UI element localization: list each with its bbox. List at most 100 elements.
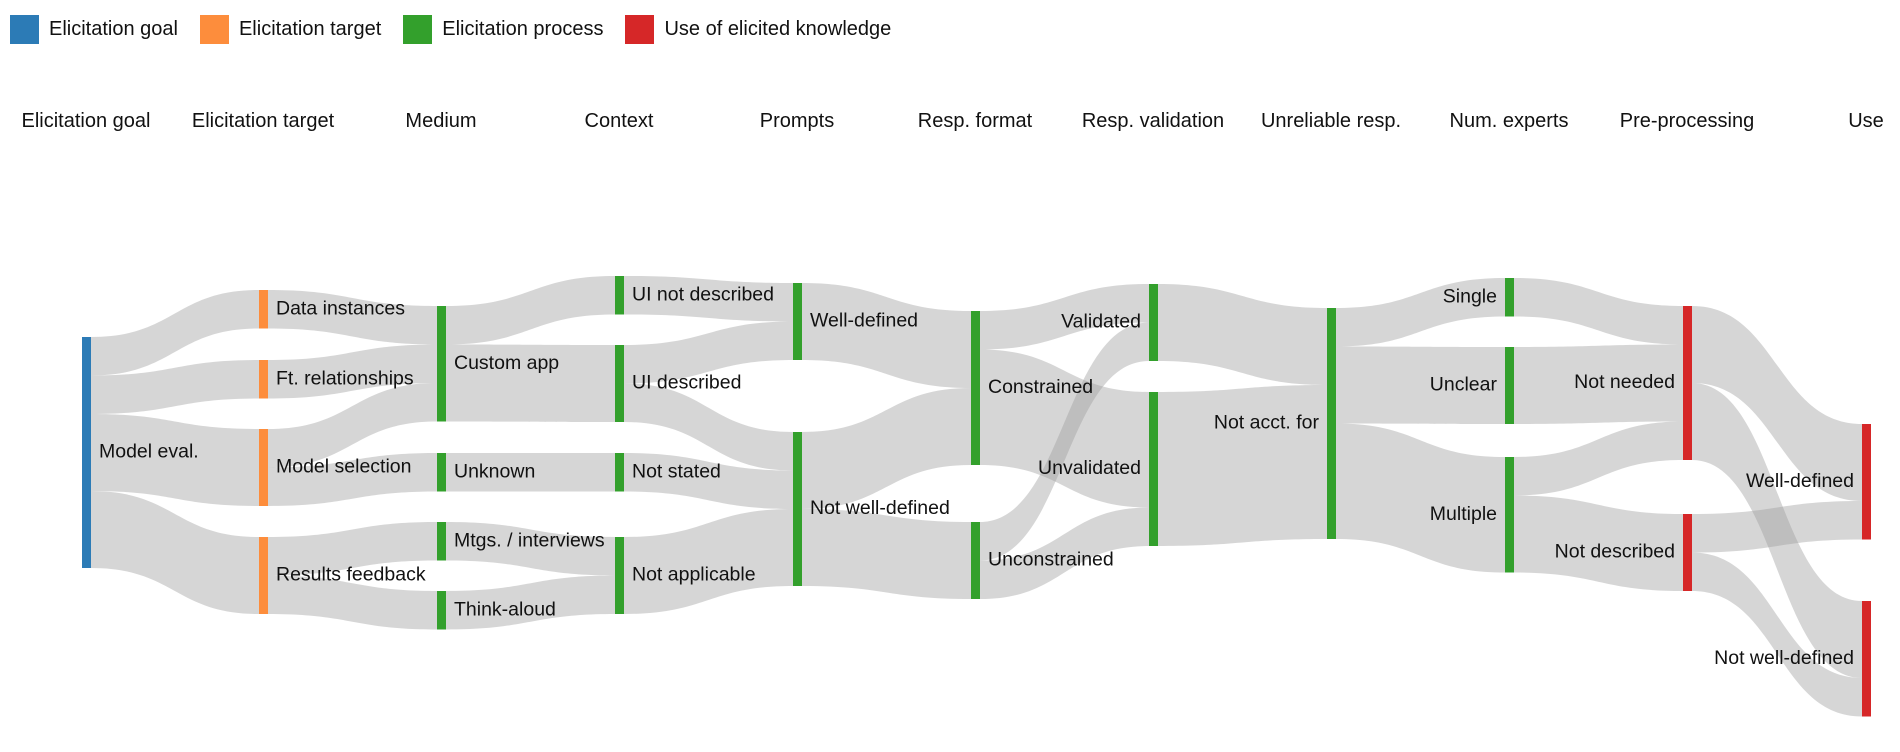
legend-item-target: Elicitation target [199, 15, 382, 44]
legend-item-use: Use of elicited knowledge [625, 15, 891, 44]
node-label-pp-not-needed: Not needed [1574, 371, 1675, 393]
node-label-med-think-aloud: Think-aloud [454, 598, 556, 620]
link-ctx-not-stated-to-pr-not-well-def [624, 453, 793, 509]
column-header-prompts: Prompts [759, 110, 835, 132]
link-ur-not-acct-to-ne-unclear [1336, 346, 1505, 424]
node-rf-constrained [971, 311, 980, 465]
link-pp-not-described-to-use-well-def [1692, 501, 1862, 553]
link-tgt-results-fb-to-med-mtgs [268, 522, 437, 576]
sankey-labels: Model eval. Data instances Ft. relationshi… [99, 283, 1854, 669]
legend-swatch-use [625, 15, 655, 44]
node-pp-not-described [1683, 514, 1692, 591]
link-ctx-ui-desc-to-pr-not-well-def [624, 383, 793, 471]
link-goal-model-eval-to-tgt-results-fb [91, 491, 259, 614]
node-tgt-data-instances [259, 290, 268, 329]
node-med-custom-app [437, 306, 446, 422]
node-label-ne-multiple: Multiple [1430, 503, 1497, 525]
node-label-ne-single: Single [1443, 285, 1497, 307]
link-rv-validated-to-ur-not-acct [1158, 284, 1327, 385]
node-label-med-unknown: Unknown [454, 460, 535, 482]
link-tgt-model-sel-to-med-unknown [268, 453, 437, 506]
column-header-elicitation-goal: Elicitation goal [21, 110, 151, 132]
node-label-goal-model-eval: Model eval. [99, 441, 199, 463]
legend-label-target: Elicitation target [238, 18, 382, 40]
node-goal-model-eval [82, 337, 91, 568]
node-label-ctx-not-applicable: Not applicable [632, 564, 756, 586]
legend: Elicitation goal Elicitation target Elic… [10, 15, 891, 44]
node-label-tgt-ft-rel: Ft. relationships [276, 367, 414, 389]
node-label-use-not-well-def: Not well-defined [1714, 647, 1854, 669]
link-ne-multiple-to-pp-not-described [1514, 495, 1683, 591]
node-label-rv-validated: Validated [1061, 311, 1141, 333]
node-label-rv-unvalidated: Unvalidated [1038, 457, 1141, 479]
link-pp-not-needed-to-use-well-def [1692, 306, 1862, 501]
link-tgt-results-fb-to-med-think-aloud [268, 575, 437, 630]
link-rf-constrained-to-rv-unvalidated [980, 349, 1149, 508]
link-ctx-ui-not-desc-to-pr-well-def [624, 276, 793, 322]
link-pp-not-described-to-use-not-well-def [1692, 552, 1862, 717]
link-tgt-data-instances-to-med-custom-app [268, 290, 437, 345]
column-header-context: Context [584, 110, 654, 132]
link-rf-unconstrained-to-rv-unvalidated [980, 507, 1149, 599]
node-ctx-ui-desc [615, 345, 624, 422]
node-use-well-def [1862, 424, 1871, 540]
link-goal-model-eval-to-tgt-model-sel [91, 414, 259, 506]
node-ur-not-acct [1327, 308, 1336, 539]
node-label-use-well-def: Well-defined [1746, 470, 1854, 492]
node-ctx-not-stated [615, 453, 624, 492]
node-ctx-not-applicable [615, 537, 624, 614]
node-pr-well-def [793, 283, 802, 360]
column-header-medium: Medium [405, 110, 477, 132]
column-header-pre-processing: Pre-processing [1619, 110, 1755, 132]
node-rv-unvalidated [1149, 392, 1158, 546]
link-pr-well-def-to-rf-constrained [802, 283, 971, 388]
sankey-nodes [82, 276, 1871, 717]
link-ne-single-to-pp-not-needed [1514, 278, 1683, 345]
node-ctx-ui-not-desc [615, 276, 624, 315]
node-ne-unclear [1505, 347, 1514, 424]
node-label-ctx-ui-desc: UI described [632, 372, 741, 394]
legend-item-goal: Elicitation goal [10, 15, 178, 44]
link-med-custom-app-to-ctx-ui-not-desc [446, 276, 615, 345]
column-header-resp-validation: Resp. validation [1081, 110, 1225, 132]
node-label-ctx-ui-not-desc: UI not described [632, 283, 774, 305]
node-label-med-custom-app: Custom app [454, 352, 559, 374]
node-label-rf-unconstrained: Unconstrained [988, 549, 1114, 571]
link-ctx-ui-desc-to-pr-well-def [624, 321, 793, 384]
node-label-pr-well-def: Well-defined [810, 310, 918, 332]
column-header-unreliable-resp: Unreliable resp. [1260, 110, 1402, 132]
column-header-use: Use [1848, 110, 1884, 132]
link-ur-not-acct-to-ne-multiple [1336, 423, 1505, 573]
link-pr-not-well-def-to-rf-constrained [802, 388, 971, 509]
node-tgt-results-fb [259, 537, 268, 614]
node-rv-validated [1149, 284, 1158, 361]
node-tgt-ft-rel [259, 360, 268, 399]
node-label-tgt-data-instances: Data instances [276, 297, 405, 319]
link-tgt-model-sel-to-med-custom-app [268, 383, 437, 468]
node-label-rf-constrained: Constrained [988, 376, 1093, 398]
link-pp-not-needed-to-use-not-well-def [1692, 383, 1862, 678]
node-rf-unconstrained [971, 522, 980, 599]
node-label-tgt-results-fb: Results feedback [276, 564, 426, 586]
link-rf-constrained-to-rv-validated [980, 284, 1149, 350]
node-label-med-mtgs: Mtgs. / interviews [454, 529, 605, 551]
node-label-pr-not-well-def: Not well-defined [810, 497, 950, 519]
link-ne-unclear-to-pp-not-needed [1514, 344, 1683, 424]
node-tgt-model-sel [259, 429, 268, 506]
link-pr-not-well-def-to-rf-unconstrained [802, 509, 971, 599]
link-med-mtgs-to-ctx-not-applicable [446, 522, 615, 576]
link-med-unknown-to-ctx-not-stated [446, 453, 615, 492]
link-ctx-not-applicable-to-pr-not-well-def [624, 509, 793, 614]
link-goal-model-eval-to-tgt-data-instances [91, 290, 259, 376]
legend-label-use: Use of elicited knowledge [664, 18, 892, 40]
link-med-think-aloud-to-ctx-not-applicable [446, 575, 615, 630]
node-label-pp-not-described: Not described [1555, 541, 1675, 563]
legend-swatch-goal [10, 15, 39, 44]
node-use-not-well-def [1862, 601, 1871, 717]
column-header-resp-format: Resp. format [917, 110, 1033, 132]
column-header-num-experts: Num. experts [1449, 110, 1569, 132]
link-ne-multiple-to-pp-not-needed [1514, 421, 1683, 496]
column-headers: Elicitation goal Elicitation target Medi… [0, 110, 1900, 140]
node-pp-not-needed [1683, 306, 1692, 460]
